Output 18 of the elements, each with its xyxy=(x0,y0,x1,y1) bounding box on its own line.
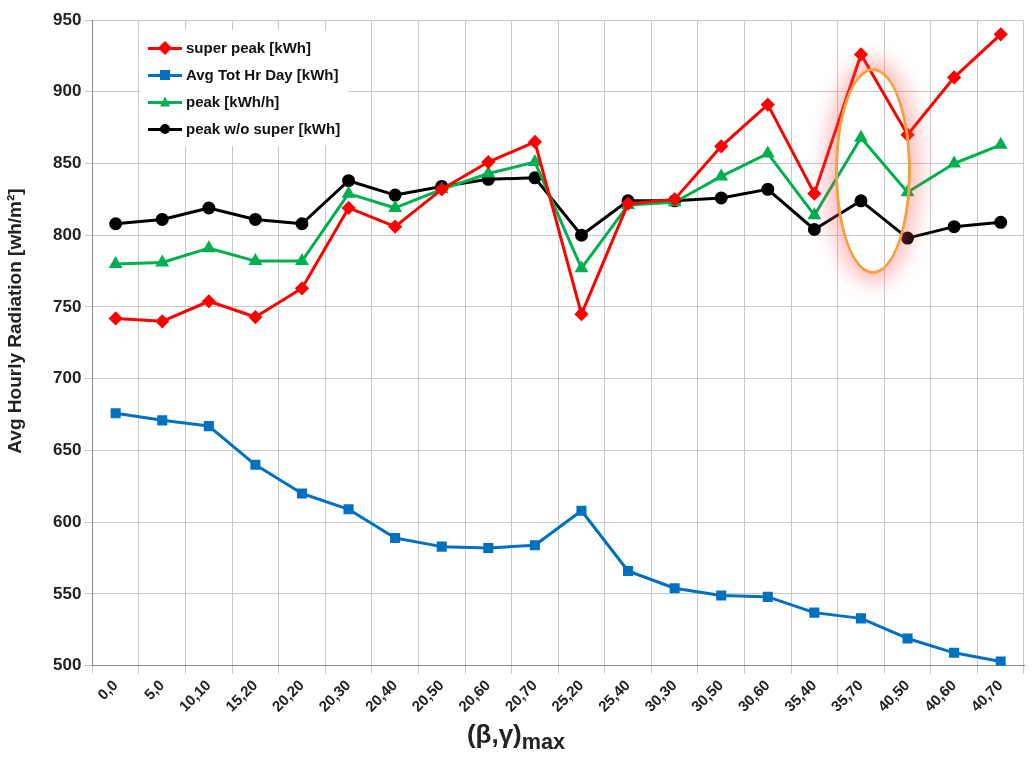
x-axis-title: (β,γ)$_{max}$ xyxy=(465,718,567,755)
y-tick-label: 550 xyxy=(52,583,82,603)
y-axis-title: Avg Hourly Radiation [wh/m²] xyxy=(4,187,26,456)
y-tick-label: 700 xyxy=(52,368,82,388)
y-tick-label: 750 xyxy=(52,296,82,316)
legend-label: Avg Tot Hr Day [kWh] xyxy=(186,66,339,83)
y-tick-label: 500 xyxy=(52,655,82,675)
y-tick-label: 600 xyxy=(52,511,82,531)
y-tick-label: 900 xyxy=(52,81,82,101)
x-tick-label: 0,0 xyxy=(93,676,121,703)
legend-label: super peak [kWh] xyxy=(186,39,312,56)
y-tick-label: 800 xyxy=(52,224,82,244)
legend-label: peak w/o super [kWh] xyxy=(186,120,341,137)
y-tick-label: 650 xyxy=(52,440,82,460)
y-tick-label: 950 xyxy=(52,9,82,29)
y-tick-label: 850 xyxy=(52,153,82,173)
x-tick-label: 5,0 xyxy=(140,676,168,703)
legend-label: peak [kWh/h] xyxy=(186,93,280,110)
